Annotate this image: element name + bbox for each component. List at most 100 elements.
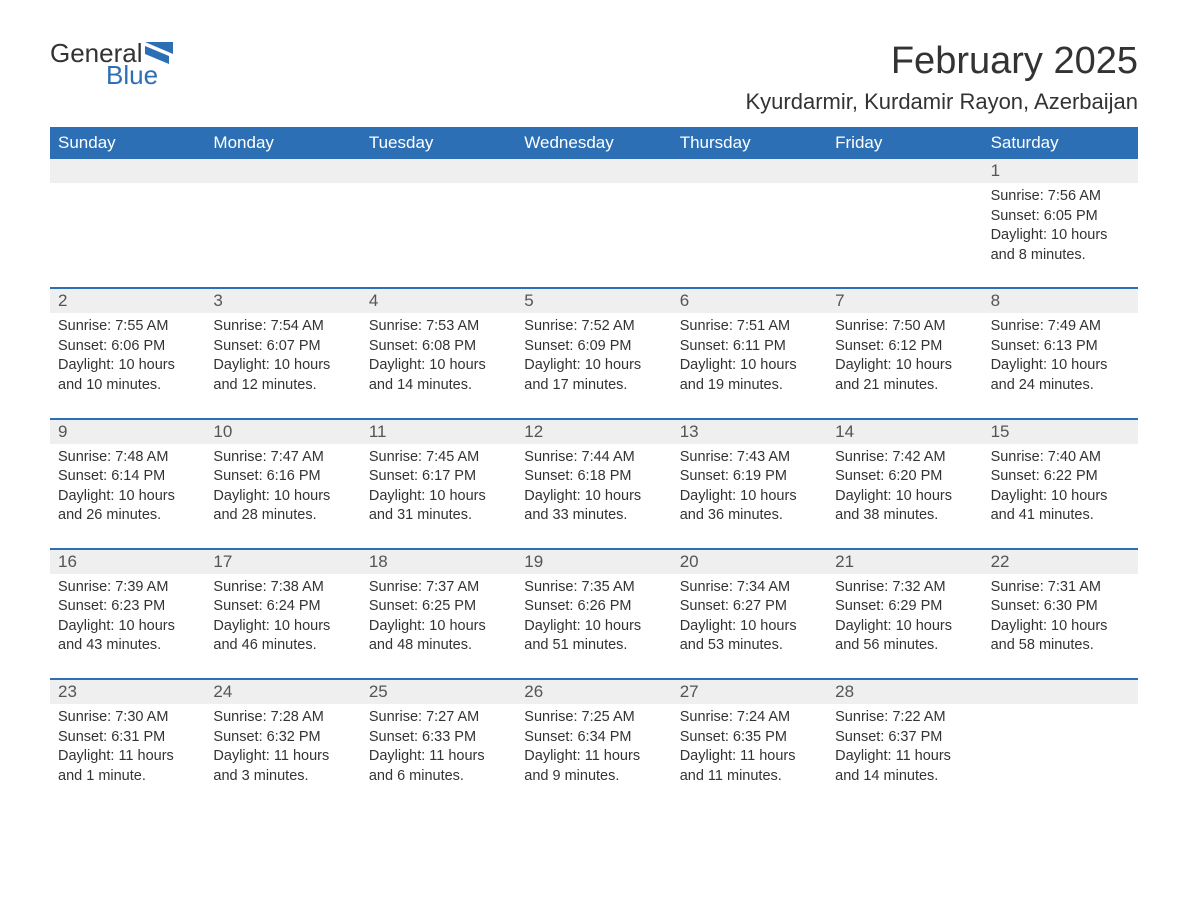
sunset-text: Sunset: 6:30 PM xyxy=(991,597,1130,617)
sunrise-text: Sunrise: 7:24 AM xyxy=(680,708,819,728)
sunrise-text: Sunrise: 7:40 AM xyxy=(991,448,1130,468)
logo: General Blue xyxy=(50,40,177,88)
day-info: Sunrise: 7:43 AMSunset: 6:19 PMDaylight:… xyxy=(678,444,821,526)
day-header-mon: Monday xyxy=(205,127,360,159)
day-cell: Sunrise: 7:47 AMSunset: 6:16 PMDaylight:… xyxy=(205,444,360,532)
daylight-text: Daylight: 10 hours and 19 minutes. xyxy=(680,356,819,395)
daylight-text: Daylight: 10 hours and 28 minutes. xyxy=(213,487,352,526)
day-info: Sunrise: 7:44 AMSunset: 6:18 PMDaylight:… xyxy=(522,444,665,526)
day-cell: Sunrise: 7:50 AMSunset: 6:12 PMDaylight:… xyxy=(827,313,982,401)
sunset-text: Sunset: 6:05 PM xyxy=(991,207,1130,227)
sunset-text: Sunset: 6:13 PM xyxy=(991,337,1130,357)
day-number xyxy=(205,159,360,183)
logo-word-blue: Blue xyxy=(106,62,177,88)
daylight-text: Daylight: 10 hours and 51 minutes. xyxy=(524,617,663,656)
day-cell: Sunrise: 7:48 AMSunset: 6:14 PMDaylight:… xyxy=(50,444,205,532)
weeks-container: 1Sunrise: 7:56 AMSunset: 6:05 PMDaylight… xyxy=(50,159,1138,792)
sunset-text: Sunset: 6:12 PM xyxy=(835,337,974,357)
day-number: 6 xyxy=(672,289,827,313)
day-cell: Sunrise: 7:56 AMSunset: 6:05 PMDaylight:… xyxy=(983,183,1138,271)
day-cell xyxy=(516,183,671,271)
day-number xyxy=(516,159,671,183)
day-info: Sunrise: 7:28 AMSunset: 6:32 PMDaylight:… xyxy=(211,704,354,786)
week-row: 232425262728Sunrise: 7:30 AMSunset: 6:31… xyxy=(50,678,1138,792)
day-cell xyxy=(827,183,982,271)
day-number: 11 xyxy=(361,420,516,444)
day-number: 15 xyxy=(983,420,1138,444)
sunset-text: Sunset: 6:14 PM xyxy=(58,467,197,487)
day-cell: Sunrise: 7:43 AMSunset: 6:19 PMDaylight:… xyxy=(672,444,827,532)
day-cell: Sunrise: 7:38 AMSunset: 6:24 PMDaylight:… xyxy=(205,574,360,662)
sunrise-text: Sunrise: 7:38 AM xyxy=(213,578,352,598)
day-cell: Sunrise: 7:24 AMSunset: 6:35 PMDaylight:… xyxy=(672,704,827,792)
sunrise-text: Sunrise: 7:25 AM xyxy=(524,708,663,728)
day-number: 3 xyxy=(205,289,360,313)
daylight-text: Daylight: 10 hours and 38 minutes. xyxy=(835,487,974,526)
daylight-text: Daylight: 11 hours and 14 minutes. xyxy=(835,747,974,786)
day-info: Sunrise: 7:47 AMSunset: 6:16 PMDaylight:… xyxy=(211,444,354,526)
calendar: Sunday Monday Tuesday Wednesday Thursday… xyxy=(50,127,1138,792)
daylight-text: Daylight: 10 hours and 26 minutes. xyxy=(58,487,197,526)
sunset-text: Sunset: 6:07 PM xyxy=(213,337,352,357)
day-cell xyxy=(361,183,516,271)
daylight-text: Daylight: 10 hours and 17 minutes. xyxy=(524,356,663,395)
day-info: Sunrise: 7:25 AMSunset: 6:34 PMDaylight:… xyxy=(522,704,665,786)
sunset-text: Sunset: 6:31 PM xyxy=(58,728,197,748)
day-header-wed: Wednesday xyxy=(516,127,671,159)
sunset-text: Sunset: 6:35 PM xyxy=(680,728,819,748)
day-info: Sunrise: 7:55 AMSunset: 6:06 PMDaylight:… xyxy=(56,313,199,395)
daylight-text: Daylight: 11 hours and 11 minutes. xyxy=(680,747,819,786)
day-info: Sunrise: 7:31 AMSunset: 6:30 PMDaylight:… xyxy=(989,574,1132,656)
week-row: 16171819202122Sunrise: 7:39 AMSunset: 6:… xyxy=(50,548,1138,662)
sunrise-text: Sunrise: 7:37 AM xyxy=(369,578,508,598)
day-info: Sunrise: 7:27 AMSunset: 6:33 PMDaylight:… xyxy=(367,704,510,786)
day-info: Sunrise: 7:34 AMSunset: 6:27 PMDaylight:… xyxy=(678,574,821,656)
day-info: Sunrise: 7:37 AMSunset: 6:25 PMDaylight:… xyxy=(367,574,510,656)
day-info: Sunrise: 7:32 AMSunset: 6:29 PMDaylight:… xyxy=(833,574,976,656)
daylight-text: Daylight: 10 hours and 46 minutes. xyxy=(213,617,352,656)
sunrise-text: Sunrise: 7:22 AM xyxy=(835,708,974,728)
sunrise-text: Sunrise: 7:55 AM xyxy=(58,317,197,337)
day-cell: Sunrise: 7:54 AMSunset: 6:07 PMDaylight:… xyxy=(205,313,360,401)
day-number: 2 xyxy=(50,289,205,313)
sunset-text: Sunset: 6:37 PM xyxy=(835,728,974,748)
day-cell: Sunrise: 7:27 AMSunset: 6:33 PMDaylight:… xyxy=(361,704,516,792)
day-cell xyxy=(50,183,205,271)
day-info: Sunrise: 7:50 AMSunset: 6:12 PMDaylight:… xyxy=(833,313,976,395)
sunset-text: Sunset: 6:08 PM xyxy=(369,337,508,357)
day-info: Sunrise: 7:51 AMSunset: 6:11 PMDaylight:… xyxy=(678,313,821,395)
sunrise-text: Sunrise: 7:47 AM xyxy=(213,448,352,468)
day-info: Sunrise: 7:35 AMSunset: 6:26 PMDaylight:… xyxy=(522,574,665,656)
daylight-text: Daylight: 10 hours and 12 minutes. xyxy=(213,356,352,395)
header: General Blue February 2025 Kyurdarmir, K… xyxy=(50,40,1138,115)
sunset-text: Sunset: 6:24 PM xyxy=(213,597,352,617)
day-cell: Sunrise: 7:25 AMSunset: 6:34 PMDaylight:… xyxy=(516,704,671,792)
day-cell: Sunrise: 7:44 AMSunset: 6:18 PMDaylight:… xyxy=(516,444,671,532)
sunrise-text: Sunrise: 7:45 AM xyxy=(369,448,508,468)
sunset-text: Sunset: 6:11 PM xyxy=(680,337,819,357)
day-info: Sunrise: 7:56 AMSunset: 6:05 PMDaylight:… xyxy=(989,183,1132,265)
day-cell: Sunrise: 7:42 AMSunset: 6:20 PMDaylight:… xyxy=(827,444,982,532)
daylight-text: Daylight: 11 hours and 3 minutes. xyxy=(213,747,352,786)
day-cell: Sunrise: 7:28 AMSunset: 6:32 PMDaylight:… xyxy=(205,704,360,792)
day-cell: Sunrise: 7:52 AMSunset: 6:09 PMDaylight:… xyxy=(516,313,671,401)
day-number: 28 xyxy=(827,680,982,704)
daynum-row: 2345678 xyxy=(50,289,1138,313)
day-number: 27 xyxy=(672,680,827,704)
month-title: February 2025 xyxy=(746,40,1139,83)
daylight-text: Daylight: 10 hours and 33 minutes. xyxy=(524,487,663,526)
sunset-text: Sunset: 6:27 PM xyxy=(680,597,819,617)
daylight-text: Daylight: 10 hours and 8 minutes. xyxy=(991,226,1130,265)
day-cell: Sunrise: 7:30 AMSunset: 6:31 PMDaylight:… xyxy=(50,704,205,792)
day-cell xyxy=(983,704,1138,792)
day-header-tue: Tuesday xyxy=(361,127,516,159)
sunset-text: Sunset: 6:25 PM xyxy=(369,597,508,617)
day-number: 8 xyxy=(983,289,1138,313)
sunrise-text: Sunrise: 7:32 AM xyxy=(835,578,974,598)
day-number xyxy=(983,680,1138,704)
day-cell: Sunrise: 7:31 AMSunset: 6:30 PMDaylight:… xyxy=(983,574,1138,662)
sunset-text: Sunset: 6:16 PM xyxy=(213,467,352,487)
daylight-text: Daylight: 10 hours and 36 minutes. xyxy=(680,487,819,526)
day-info: Sunrise: 7:54 AMSunset: 6:07 PMDaylight:… xyxy=(211,313,354,395)
daylight-text: Daylight: 10 hours and 48 minutes. xyxy=(369,617,508,656)
